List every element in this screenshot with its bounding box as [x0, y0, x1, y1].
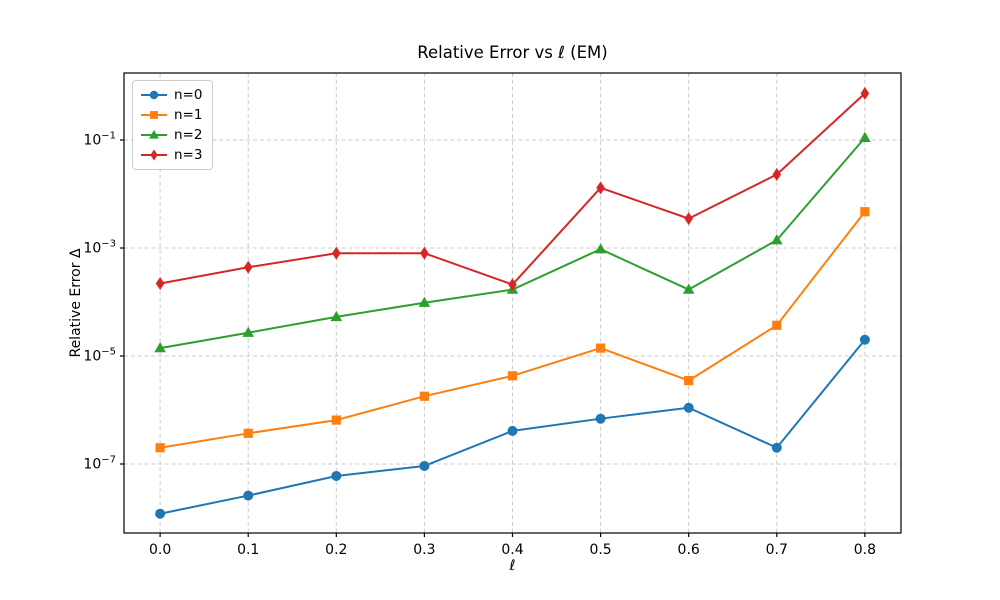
circle-marker — [859, 334, 870, 345]
square-marker — [155, 443, 165, 453]
triangle-marker — [242, 326, 255, 337]
diamond-marker — [155, 277, 165, 291]
square-marker — [419, 391, 430, 401]
legend-label: n=0 — [174, 87, 203, 103]
x-tick-label: 0.2 — [325, 542, 347, 558]
legend-label: n=1 — [174, 107, 203, 123]
legend-item-n1: n=1 — [140, 105, 202, 125]
x-tick-label: 0.3 — [413, 542, 435, 558]
legend-label: n=2 — [174, 127, 203, 143]
diamond-marker — [420, 246, 429, 260]
circle-marker — [419, 460, 430, 471]
triangle-marker — [770, 234, 783, 245]
diamond-marker — [860, 86, 870, 100]
grid — [124, 73, 901, 533]
triangle-marker — [682, 283, 695, 294]
x-tick-label: 0.1 — [237, 542, 259, 558]
x-axis-label: ℓ — [509, 558, 516, 574]
square-marker — [331, 415, 341, 425]
y-tick-label: 10−3 — [83, 239, 116, 257]
x-tick-label: 0.7 — [766, 542, 788, 558]
series-n=0 — [155, 334, 870, 519]
square-marker — [860, 207, 870, 217]
legend-label: n=3 — [174, 147, 203, 163]
legend: n=0 n=1 n=2 n=3 — [132, 80, 214, 170]
circle-marker — [243, 490, 254, 501]
circle-marker — [771, 442, 782, 453]
triangle-marker — [418, 296, 431, 307]
circle-marker — [595, 413, 606, 424]
diamond-marker — [332, 246, 341, 260]
x-tick-label: 0.4 — [501, 542, 523, 558]
diamond-marker — [150, 149, 158, 161]
circle-marker — [683, 402, 694, 413]
square-marker — [243, 428, 253, 438]
x-tick-label: 0.5 — [589, 542, 611, 558]
diamond-marker — [684, 212, 693, 226]
diamond-marker — [243, 260, 253, 274]
y-tick-label: 10−5 — [83, 346, 116, 364]
circle-marker — [155, 508, 166, 519]
square-marker — [507, 371, 518, 381]
chart-title: Relative Error vs ℓ (EM) — [417, 43, 608, 62]
triangle-marker — [859, 131, 871, 142]
circle-marker — [149, 90, 159, 100]
legend-marker-triangle-icon — [141, 129, 167, 139]
circle-marker — [507, 425, 518, 436]
square-marker — [595, 343, 606, 353]
x-axis-ticks: 0.0 0.1 0.2 0.3 0.4 0.5 0.6 0.7 0.8 — [149, 533, 876, 558]
legend-marker-diamond-icon — [141, 149, 167, 161]
circle-marker — [331, 470, 342, 481]
legend-item-n2: n=2 — [140, 125, 202, 145]
triangle-marker — [330, 310, 343, 322]
x-tick-label: 0.8 — [854, 542, 876, 558]
square-marker — [150, 111, 158, 119]
legend-marker-square-icon — [141, 111, 167, 119]
x-tick-label: 0.6 — [678, 542, 700, 558]
y-axis-label: Relative Error Δ — [68, 248, 84, 358]
diamond-marker — [508, 278, 517, 292]
legend-marker-circle-icon — [141, 90, 167, 100]
legend-item-n0: n=0 — [140, 85, 202, 105]
triangle-marker — [594, 243, 607, 254]
y-tick-label: 10−7 — [83, 454, 116, 472]
x-tick-label: 0.0 — [149, 542, 171, 558]
square-marker — [772, 320, 782, 330]
legend-item-n3: n=3 — [140, 145, 202, 165]
series-n=1 — [155, 207, 870, 453]
diamond-marker — [772, 167, 782, 181]
square-marker — [684, 376, 694, 386]
diamond-marker — [596, 181, 605, 195]
y-axis-ticks: 10−1 10−3 10−5 10−7 — [83, 131, 124, 472]
series-n=3 — [155, 86, 870, 292]
y-tick-label: 10−1 — [83, 131, 116, 149]
triangle-marker — [154, 342, 166, 353]
triangle-marker — [149, 129, 159, 139]
